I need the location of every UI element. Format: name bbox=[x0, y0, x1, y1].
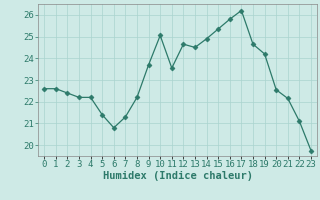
X-axis label: Humidex (Indice chaleur): Humidex (Indice chaleur) bbox=[103, 171, 252, 181]
